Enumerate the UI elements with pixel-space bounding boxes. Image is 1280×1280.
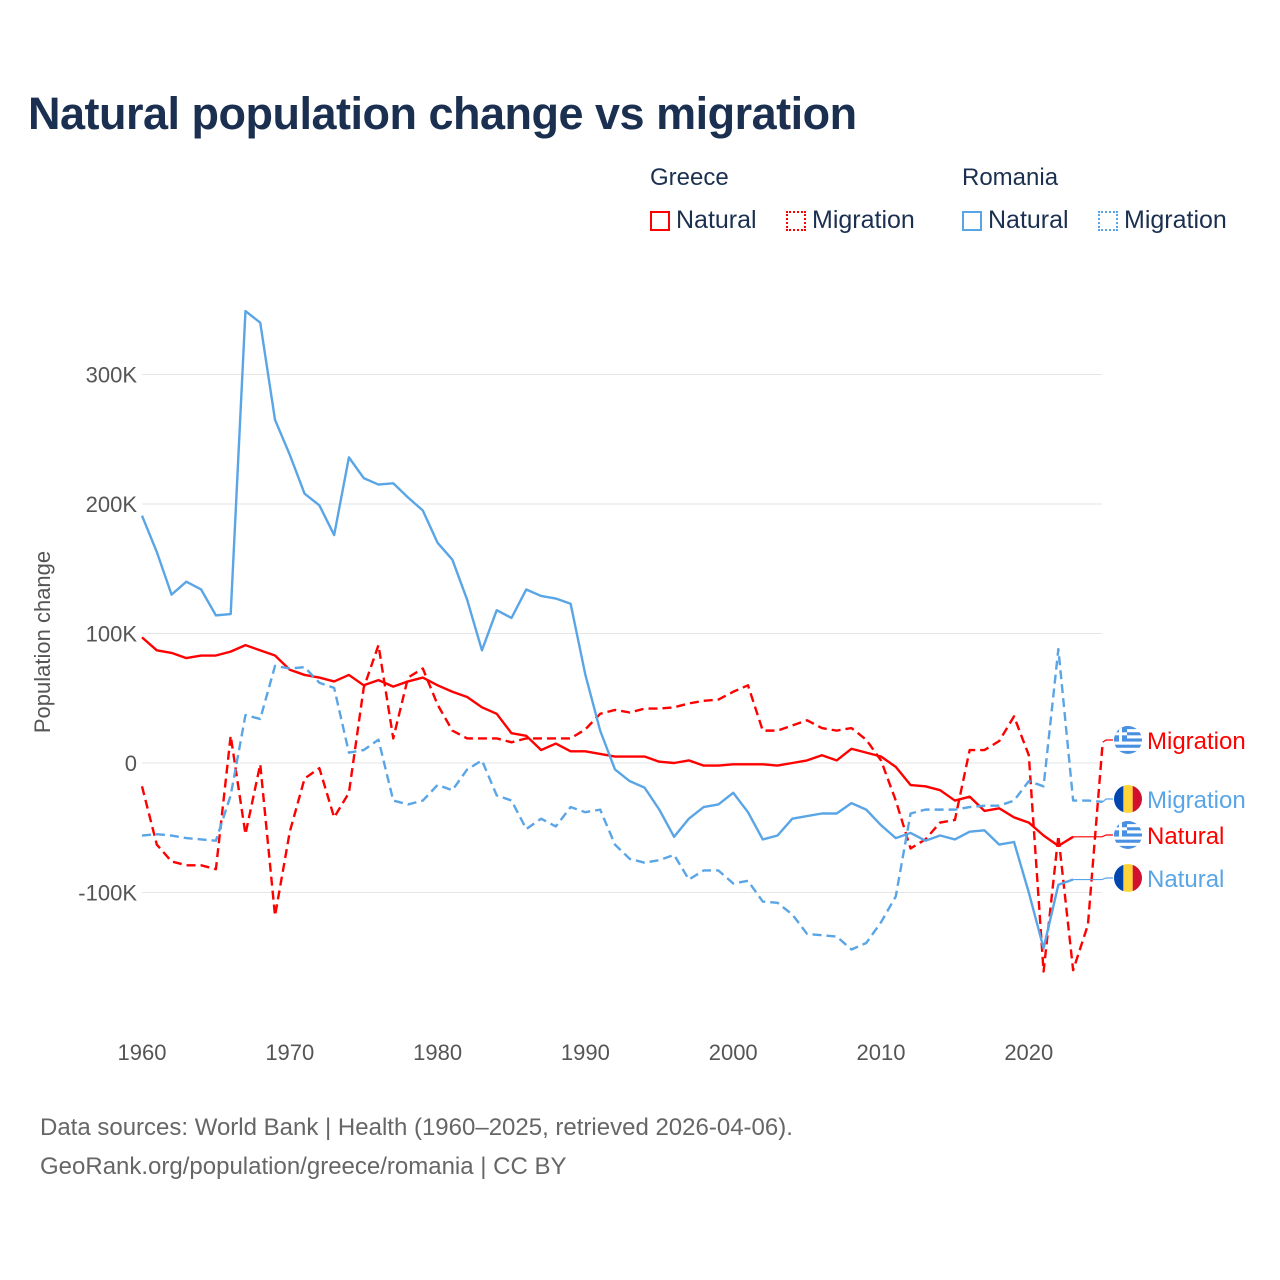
greece-flag-icon (1114, 726, 1142, 754)
legend-swatch-dotted-icon (786, 210, 806, 231)
y-tick-label: 300K (86, 363, 138, 388)
legend-greece-natural[interactable]: Natural (650, 206, 757, 235)
y-axis-label: Population change (30, 551, 55, 733)
x-tick-label: 1980 (413, 1040, 462, 1065)
chart-title: Natural population change vs migration (28, 88, 857, 139)
label-connector (1102, 798, 1113, 803)
data-source-note: Data sources: World Bank | Health (1960–… (40, 1114, 793, 1141)
x-tick-label: 2010 (857, 1040, 906, 1065)
greece-migration-line (140, 643, 1104, 973)
legend-swatch-solid-icon (650, 210, 670, 231)
legend-group-greece: Greece (650, 164, 729, 191)
end-label: Natural (1147, 823, 1224, 850)
legend-label: Migration (812, 206, 915, 234)
greece-natural-line (141, 636, 1074, 848)
x-tick-label: 1970 (265, 1040, 314, 1065)
legend-greece-migration[interactable]: Migration (786, 206, 915, 235)
legend-label: Natural (676, 206, 757, 234)
y-tick-label: 0 (125, 751, 137, 776)
end-label: Migration (1147, 787, 1246, 814)
legend-group-romania: Romania (962, 164, 1059, 191)
romania-migration-line (141, 647, 1103, 951)
footer: Data sources: World Bank | Health (1960–… (40, 1108, 793, 1186)
end-label: Natural (1147, 866, 1224, 893)
x-tick-label: 1990 (561, 1040, 610, 1065)
label-connector (1102, 739, 1113, 743)
y-tick-label: 100K (86, 622, 138, 647)
x-tick-label: 2000 (709, 1040, 758, 1065)
legend-romania-natural[interactable]: Natural (962, 206, 1069, 235)
romania-flag-icon (1114, 864, 1142, 892)
x-tick-label: 2020 (1004, 1040, 1053, 1065)
romania-flag-icon (1114, 785, 1142, 813)
y-tick-label: 200K (86, 492, 138, 517)
greece-flag-icon (1114, 821, 1142, 849)
legend-label: Natural (988, 206, 1069, 234)
legend-romania-migration[interactable]: Migration (1098, 206, 1227, 235)
legend-swatch-solid-icon (962, 210, 982, 231)
romania-natural-line (140, 309, 1074, 950)
y-tick-label: -100K (78, 881, 137, 906)
source-link[interactable]: GeoRank.org/population/greece/romania | … (40, 1153, 567, 1180)
end-label: Migration (1147, 728, 1246, 755)
x-tick-label: 1960 (118, 1040, 167, 1065)
label-connector (1073, 834, 1113, 838)
legend-swatch-dotted-icon (1098, 210, 1118, 231)
legend-label: Migration (1124, 206, 1227, 234)
label-connector (1073, 877, 1113, 881)
